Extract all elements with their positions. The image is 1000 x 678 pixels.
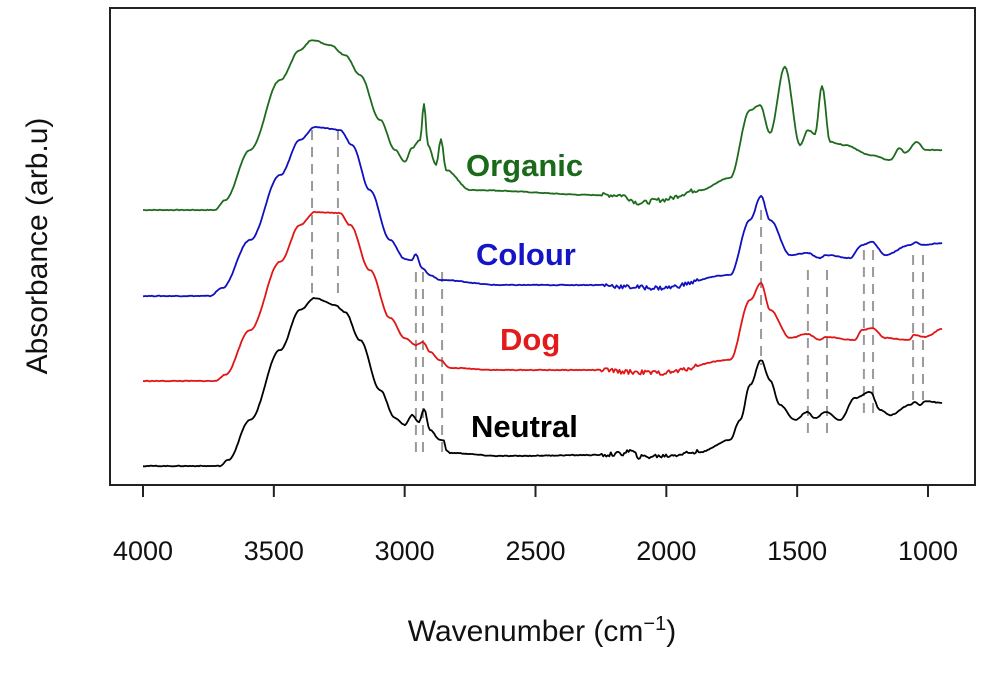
series-label-dog: Dog [500,322,560,357]
series-label-organic: Organic [466,148,583,183]
x-tick-label: 1000 [898,536,958,566]
x-tick-label: 4000 [113,536,173,566]
series-label-colour: Colour [476,237,576,272]
series-line-colour [142,125,943,298]
series-line-dog [142,210,943,383]
x-axis-label-close: ) [666,615,676,648]
x-tick-label: 3000 [375,536,435,566]
x-axis-label-superscript: −1 [643,613,666,635]
x-tick-label: 2500 [505,536,565,566]
series-label-neutral: Neutral [471,409,578,444]
series-line-neutral [143,297,943,468]
x-axis: 4000 3500 3000 2500 2000 1500 1000 [113,485,958,566]
y-axis-label: Absorbance (arb.u) [21,118,54,375]
spectra [142,39,943,468]
x-tick-label: 2000 [636,536,696,566]
x-tick-label: 1500 [767,536,827,566]
x-tick-label: 3500 [244,536,304,566]
x-axis-label-text: Wavenumber (cm [408,615,644,648]
reference-lines [311,130,925,455]
x-axis-label: Wavenumber (cm−1) [408,613,676,648]
series-line-organic [143,39,943,212]
plot-frame [109,7,976,486]
